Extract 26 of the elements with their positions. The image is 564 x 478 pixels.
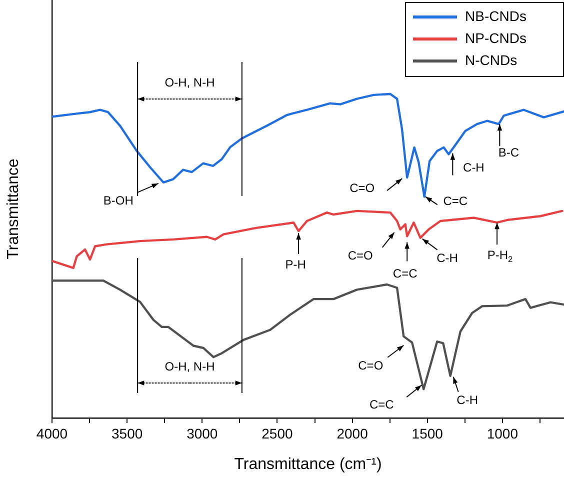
y-axis-title: Transmittance — [5, 158, 22, 260]
x-tick-label: 2000 — [336, 425, 368, 442]
x-axis-title: Transmittance (cm⁻¹) — [234, 456, 382, 473]
annotation: C=O — [358, 358, 384, 373]
annotation: O-H, N-H — [164, 359, 215, 374]
annotation: P-H — [285, 257, 306, 272]
annotation: C=C — [392, 266, 418, 281]
legend-label: NB-CNDs — [465, 8, 526, 24]
x-tick-label: 4000 — [36, 425, 68, 442]
annotation: C=C — [443, 194, 468, 208]
annotation: C=O — [348, 248, 373, 263]
annotation: C=O — [350, 180, 375, 195]
annotation: C=C — [369, 397, 394, 412]
annotation: B-C — [498, 145, 520, 160]
x-tick-label: 3000 — [186, 425, 218, 442]
text: O-H, N-H — [164, 75, 215, 90]
annotation: B-OH — [103, 194, 134, 208]
x-tick-label: 3500 — [111, 425, 143, 442]
legend-label: N-CNDs — [465, 52, 518, 68]
x-tick-label: 1000 — [486, 425, 518, 442]
annotation: C-H — [456, 393, 478, 408]
x-tick-label: 1500 — [412, 425, 444, 442]
annotation: C-H — [463, 160, 484, 175]
x-tick-label: 2500 — [262, 425, 293, 442]
legend-label: NP-CNDs — [465, 30, 526, 46]
annotation: C-H — [436, 251, 458, 266]
